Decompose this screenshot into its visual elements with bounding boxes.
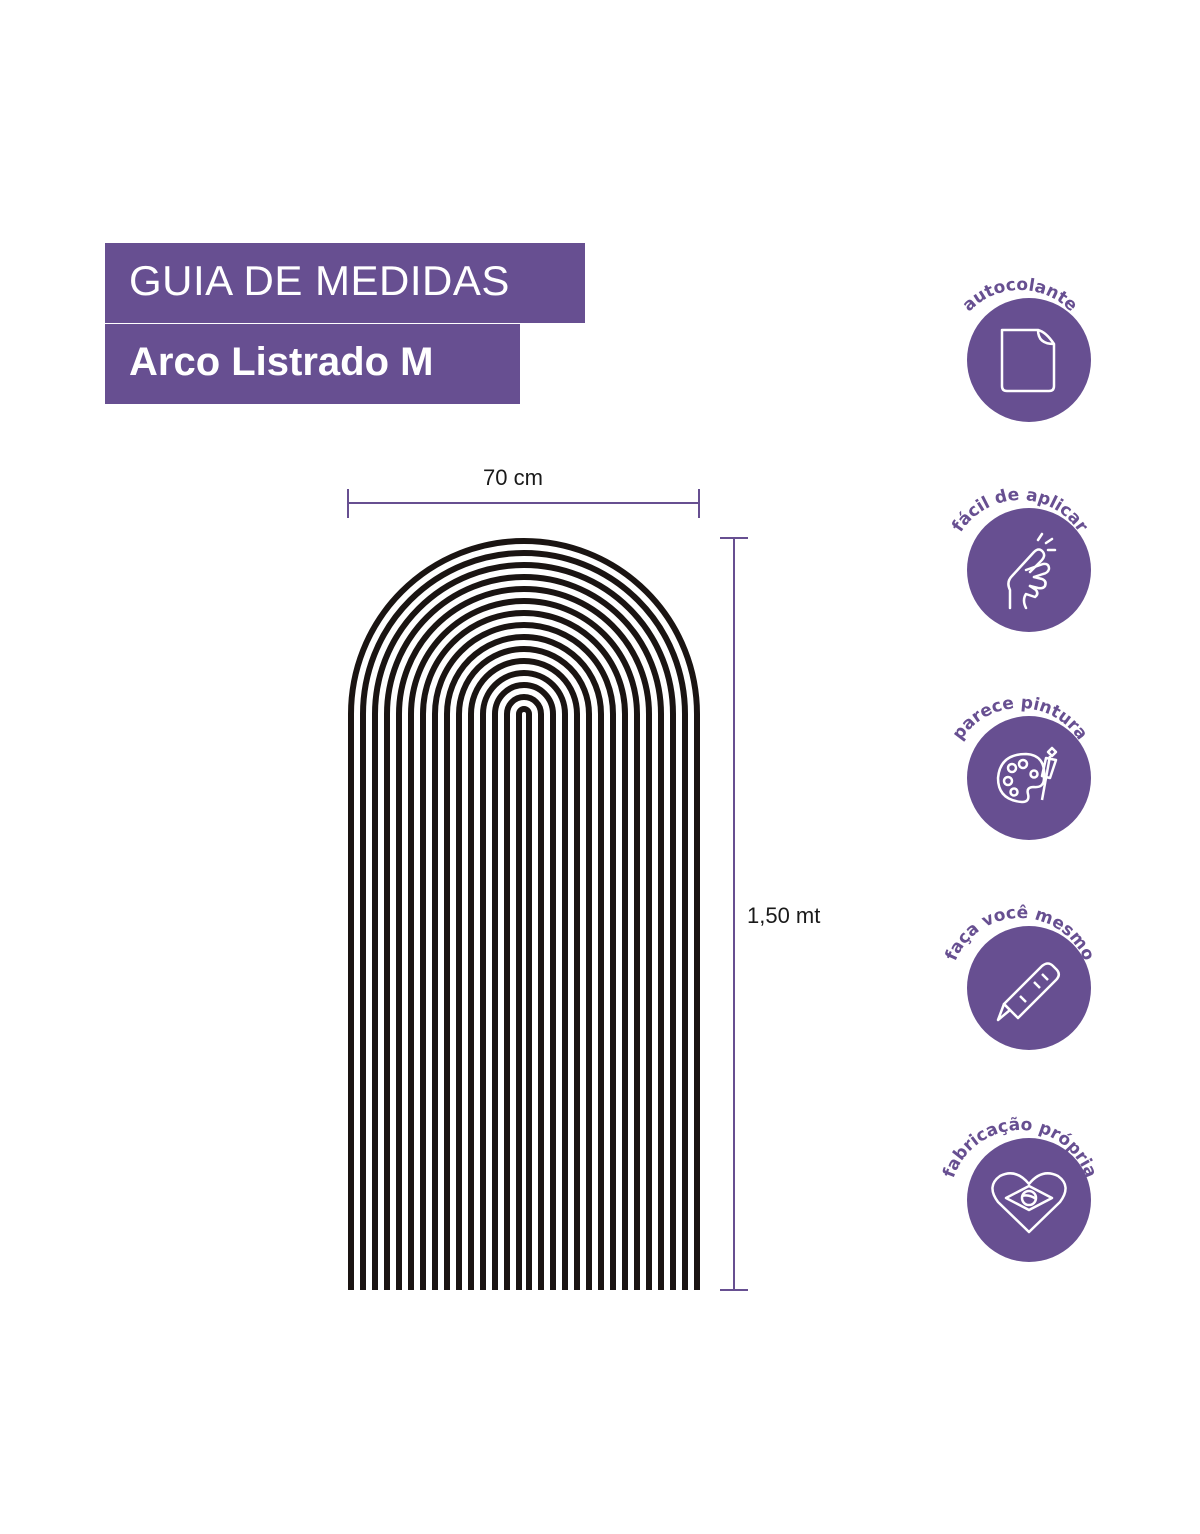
sticker-peel-icon xyxy=(1000,328,1056,393)
hand-tap-icon xyxy=(1007,532,1057,610)
height-dimension-line xyxy=(720,537,748,1291)
arch-stripes xyxy=(348,538,700,1290)
guide-title-banner: GUIA DE MEDIDAS xyxy=(105,243,585,323)
arch-stripe xyxy=(480,670,568,1290)
paint-palette-icon xyxy=(996,746,1058,804)
box-cutter-icon xyxy=(996,962,1060,1022)
width-dimension-line xyxy=(347,489,700,518)
badge-autocolante: autocolante xyxy=(930,270,1110,450)
width-label: 70 cm xyxy=(483,465,543,490)
badge-facil-de-aplicar: fácil de aplicar xyxy=(930,480,1110,660)
arch-stripe xyxy=(396,586,652,1290)
arch-stripe xyxy=(432,622,616,1290)
heart-brazil-flag-icon xyxy=(991,1172,1067,1234)
arch-stripe xyxy=(468,658,580,1290)
arch-stripe xyxy=(372,562,676,1290)
product-name: Arco Listrado M xyxy=(129,340,434,384)
product-name-banner: Arco Listrado M xyxy=(105,324,520,404)
badge-parece-pintura: parece pintura xyxy=(930,688,1110,868)
arch-stripe xyxy=(360,550,688,1290)
height-label: 1,50 mt xyxy=(747,903,821,928)
arch-stripe xyxy=(348,538,700,1290)
arch-stripe xyxy=(504,694,544,1290)
arch-stripe xyxy=(456,646,592,1290)
guide-title: GUIA DE MEDIDAS xyxy=(129,257,510,304)
badge-faca-voce-mesmo: faça você mesmo xyxy=(930,898,1110,1078)
arch-stripe xyxy=(384,574,664,1290)
arch-stripe xyxy=(444,634,604,1290)
arch-stripe xyxy=(408,598,640,1290)
arch-stripe xyxy=(492,682,556,1290)
arch-stripe xyxy=(420,610,628,1290)
badge-fabricacao-propria: fabricação própria xyxy=(930,1110,1110,1290)
arch-stripe xyxy=(516,706,532,1290)
